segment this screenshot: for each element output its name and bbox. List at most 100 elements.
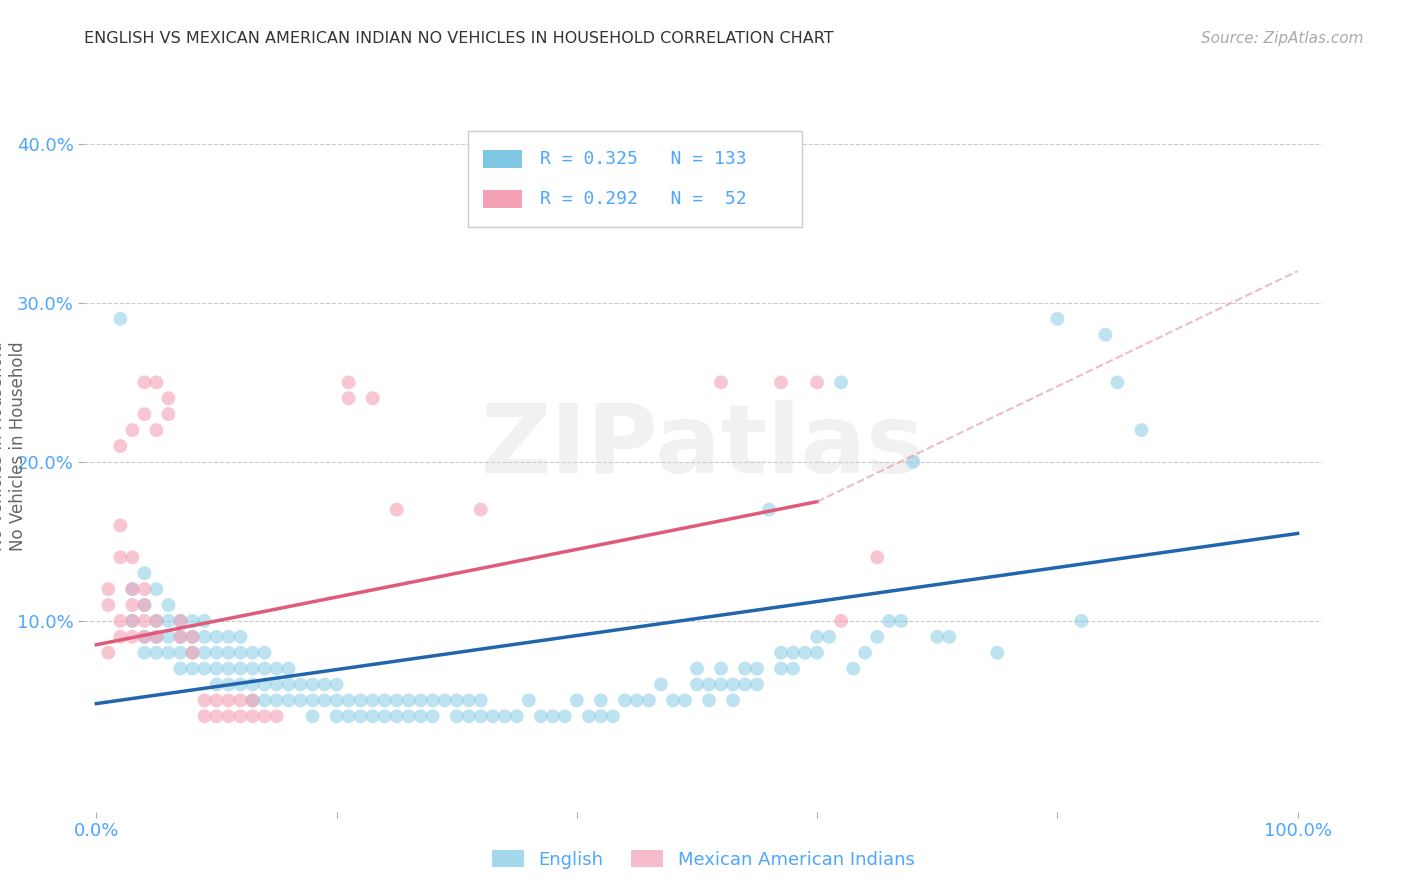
Point — [181, 630, 204, 644]
Point — [506, 709, 529, 723]
Point — [927, 630, 949, 644]
Point — [337, 392, 360, 406]
Point — [134, 407, 156, 421]
Point — [242, 693, 264, 707]
Point — [181, 646, 204, 660]
Point — [157, 630, 180, 644]
Point — [145, 582, 167, 596]
Point — [337, 709, 360, 723]
Point — [205, 709, 228, 723]
Point — [97, 582, 120, 596]
Point — [361, 693, 384, 707]
Point — [110, 550, 132, 565]
Point — [530, 709, 553, 723]
Point — [770, 646, 793, 660]
Point — [385, 709, 408, 723]
Point — [266, 693, 288, 707]
Point — [938, 630, 960, 644]
Text: ZIPatlas: ZIPatlas — [481, 400, 925, 492]
Point — [830, 614, 852, 628]
Point — [266, 677, 288, 691]
Point — [229, 646, 252, 660]
Point — [866, 630, 889, 644]
Point — [433, 693, 456, 707]
Point — [325, 709, 347, 723]
Point — [253, 677, 276, 691]
Point — [350, 709, 373, 723]
Point — [169, 646, 191, 660]
Point — [494, 709, 516, 723]
Point — [205, 662, 228, 676]
Point — [734, 662, 756, 676]
Point — [481, 709, 503, 723]
Point — [638, 693, 661, 707]
Point — [218, 646, 240, 660]
Point — [121, 614, 143, 628]
Point — [205, 646, 228, 660]
Point — [589, 693, 612, 707]
Point — [193, 646, 215, 660]
Point — [205, 677, 228, 691]
Point — [110, 614, 132, 628]
Point — [134, 598, 156, 612]
Point — [578, 709, 600, 723]
Point — [361, 392, 384, 406]
Point — [903, 455, 925, 469]
Point — [409, 709, 432, 723]
Point — [806, 376, 828, 390]
Point — [145, 646, 167, 660]
Point — [218, 693, 240, 707]
Point — [890, 614, 912, 628]
Point — [157, 407, 180, 421]
Point — [710, 677, 733, 691]
Point — [565, 693, 588, 707]
Point — [193, 662, 215, 676]
Point — [253, 693, 276, 707]
Point — [697, 693, 720, 707]
Point — [157, 646, 180, 660]
Point — [193, 709, 215, 723]
Point — [169, 630, 191, 644]
Point — [181, 646, 204, 660]
Point — [253, 709, 276, 723]
Point — [422, 709, 444, 723]
Point — [446, 709, 468, 723]
Point — [697, 677, 720, 691]
Point — [686, 677, 709, 691]
Point — [242, 709, 264, 723]
Point — [229, 677, 252, 691]
Point — [1130, 423, 1153, 437]
Text: ENGLISH VS MEXICAN AMERICAN INDIAN NO VEHICLES IN HOUSEHOLD CORRELATION CHART: ENGLISH VS MEXICAN AMERICAN INDIAN NO VE… — [84, 31, 834, 46]
Point — [290, 693, 312, 707]
Point — [277, 662, 299, 676]
Point — [1070, 614, 1092, 628]
Point — [337, 693, 360, 707]
Point — [110, 439, 132, 453]
Point — [374, 693, 396, 707]
Point — [361, 709, 384, 723]
Text: Source: ZipAtlas.com: Source: ZipAtlas.com — [1201, 31, 1364, 46]
Point — [169, 630, 191, 644]
Text: No Vehicles in Household: No Vehicles in Household — [10, 341, 27, 551]
Point — [110, 630, 132, 644]
Point — [770, 662, 793, 676]
Point — [277, 693, 299, 707]
Point — [1107, 376, 1129, 390]
Bar — [482, 151, 523, 168]
Point — [374, 709, 396, 723]
Point — [157, 392, 180, 406]
Point — [145, 376, 167, 390]
Point — [830, 376, 852, 390]
Point — [205, 693, 228, 707]
Point — [842, 662, 865, 676]
Point — [121, 582, 143, 596]
Point — [662, 693, 685, 707]
Point — [121, 614, 143, 628]
Point — [602, 709, 624, 723]
Point — [157, 598, 180, 612]
Point — [385, 502, 408, 516]
Point — [229, 693, 252, 707]
Point — [290, 677, 312, 691]
Point — [110, 311, 132, 326]
Point — [770, 376, 793, 390]
